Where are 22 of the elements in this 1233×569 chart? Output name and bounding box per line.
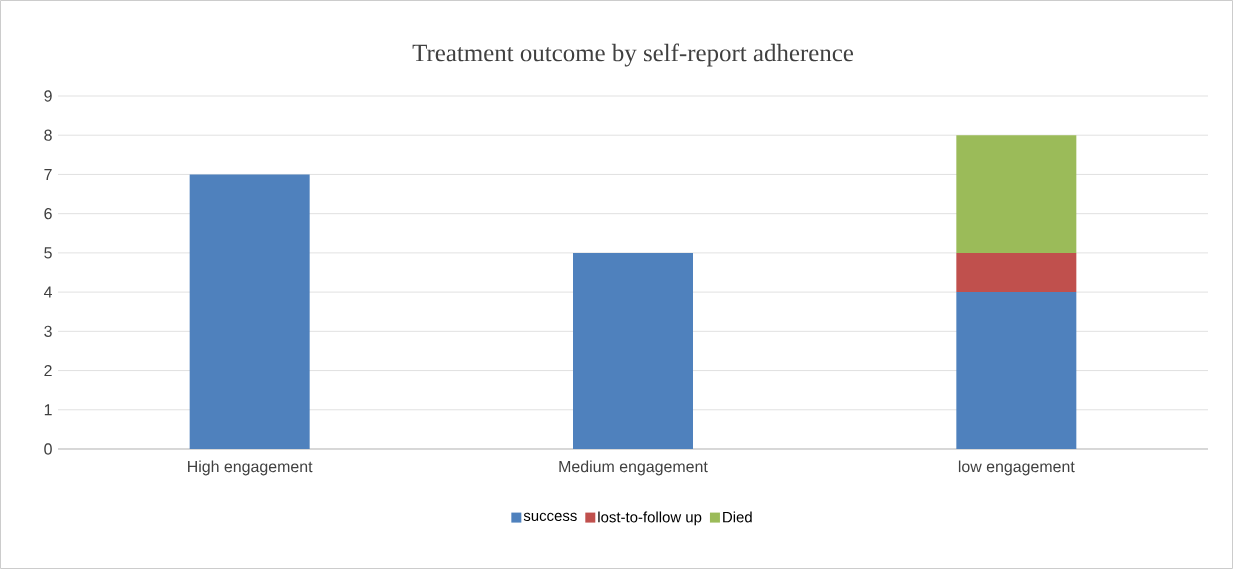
x-tick-label: Medium engagement	[559, 460, 708, 476]
y-tick-label: 5	[44, 247, 52, 259]
bar	[956, 292, 1077, 449]
y-tick-label: 2	[44, 364, 52, 377]
y-tick-label: 9	[44, 90, 52, 102]
chart-title: Treatment outcome by self-report adherence	[412, 43, 854, 67]
y-tick-label: 1	[44, 404, 52, 416]
y-tick-label: 7	[44, 168, 52, 180]
legend-label: success	[523, 512, 577, 521]
x-tick-label: High engagement	[188, 460, 313, 476]
bar	[573, 252, 693, 449]
bar	[956, 135, 1077, 253]
y-tick-label: 0	[44, 443, 52, 455]
legend-label: Died	[723, 511, 752, 523]
bar	[956, 252, 1077, 293]
legend-label: lost-to-follow up	[598, 511, 702, 526]
y-tick-label: 8	[44, 129, 52, 141]
y-tick-label: 6	[44, 208, 52, 220]
bar	[189, 174, 310, 449]
x-tick-label: low engagement	[958, 460, 1075, 476]
y-tick-label: 3	[44, 325, 52, 337]
y-tick-label: 4	[43, 286, 53, 298]
